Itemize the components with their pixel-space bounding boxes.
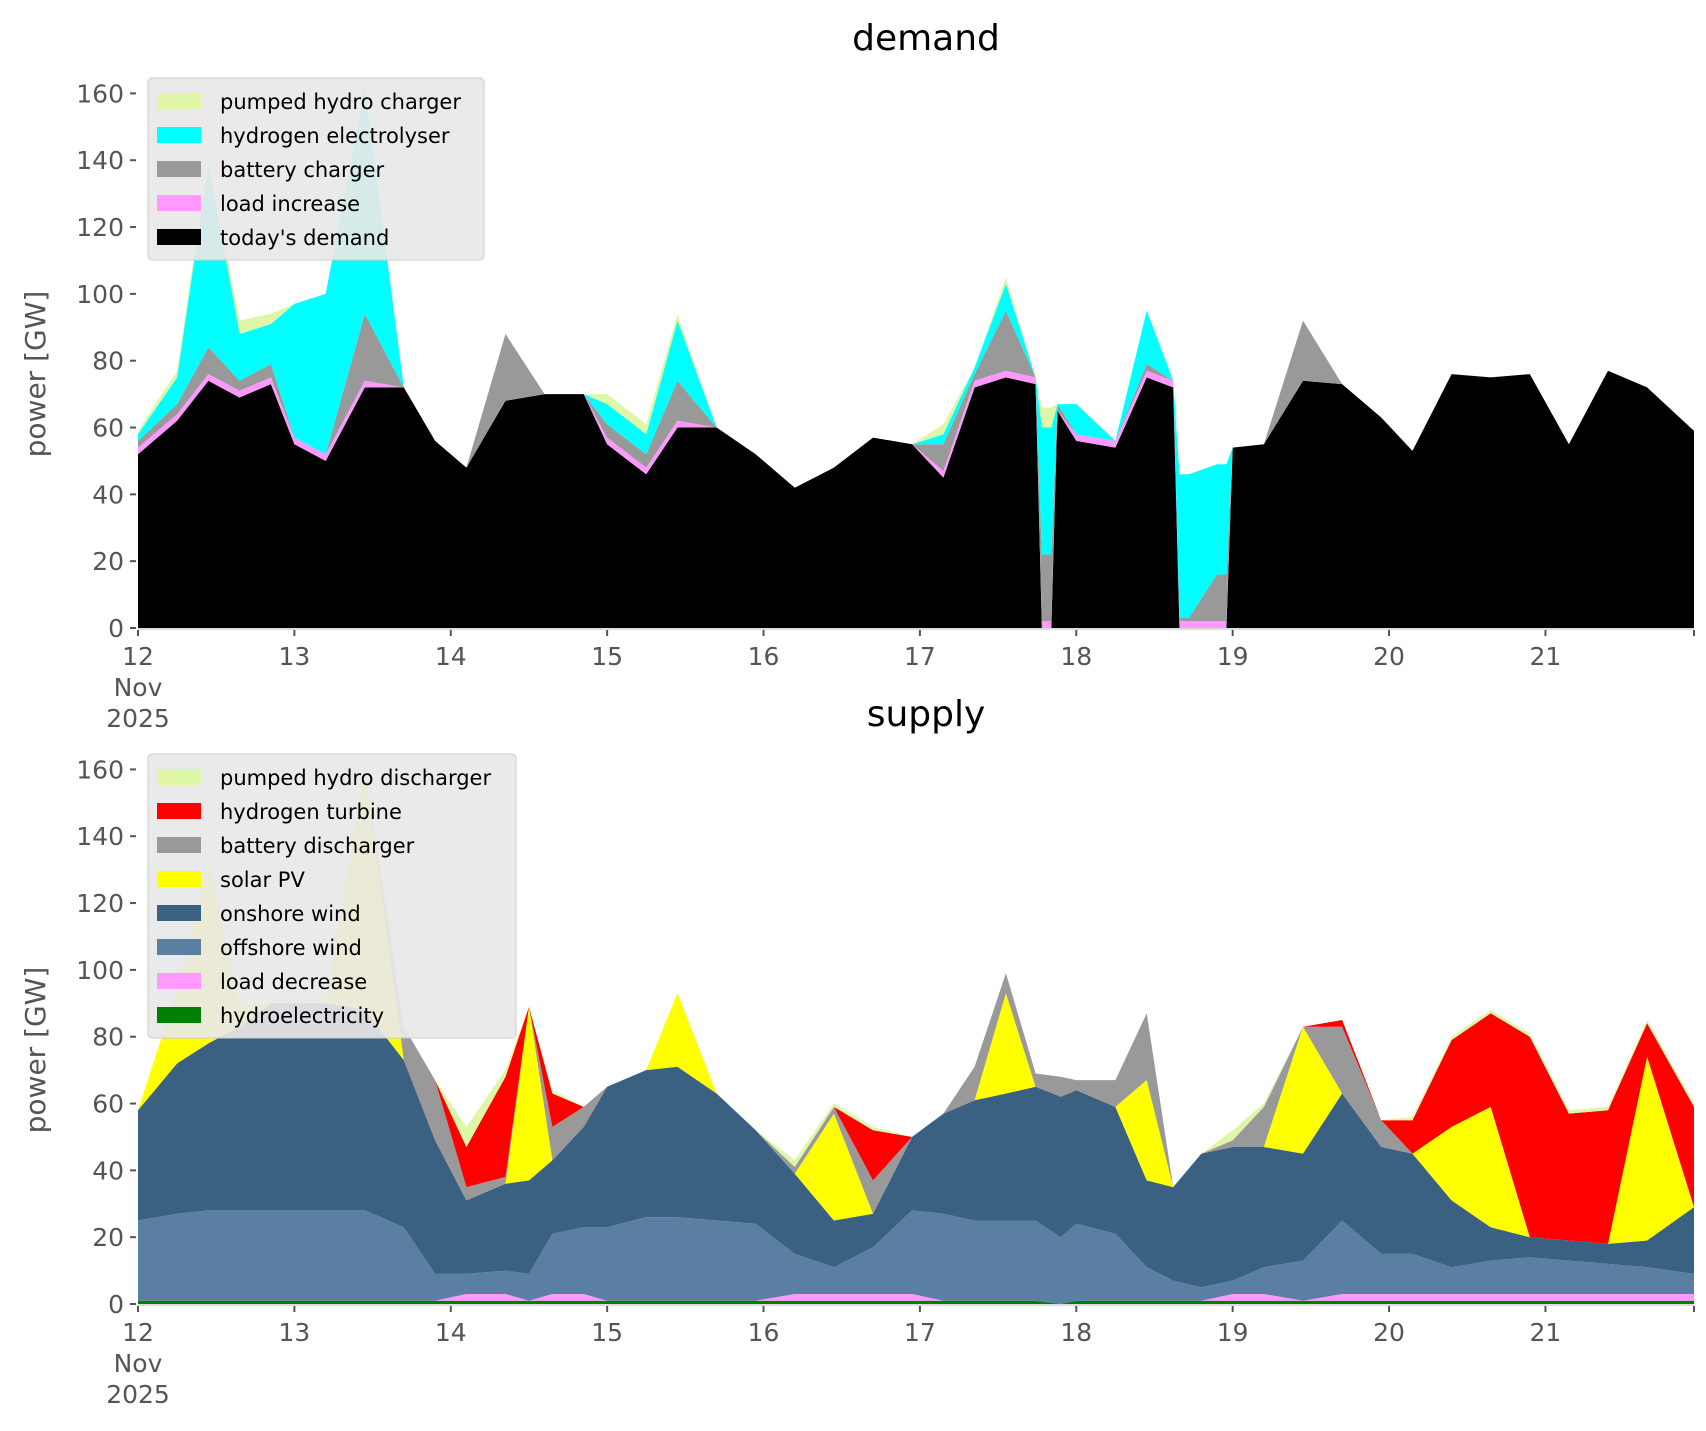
y-tick-label: 120 <box>76 889 124 918</box>
chart-title: supply <box>867 694 986 735</box>
area-offshore-wind <box>138 1210 1694 1304</box>
legend-label-load-increase: load increase <box>220 192 360 216</box>
y-tick-label: 140 <box>76 822 124 851</box>
area-solar-pv <box>138 769 1694 1244</box>
legend-label-pumped-hydro-discharger: pumped hydro discharger <box>220 766 491 790</box>
legend-swatch-pumped-hydro-charger <box>157 93 201 109</box>
legend-swatch-hydrogen-electrolyser <box>157 127 201 143</box>
y-tick-label: 160 <box>76 755 124 784</box>
chart-title: demand <box>852 18 1000 59</box>
legend-swatch-offshore-wind <box>157 939 201 955</box>
x-tick-label: 12 <box>122 642 154 671</box>
legend-swatch-load-decrease <box>157 973 201 989</box>
x-tick-label: 19 <box>1217 642 1249 671</box>
y-tick-label: 80 <box>92 347 124 376</box>
area-load-decrease <box>138 1294 1694 1304</box>
y-axis-label: power [GW] <box>19 291 52 458</box>
x-tick-label: 15 <box>591 642 623 671</box>
legend-swatch-hydroelectricity <box>157 1007 201 1023</box>
legend-label-pumped-hydro-charger: pumped hydro charger <box>220 90 461 114</box>
y-tick-label: 0 <box>108 614 124 643</box>
x-tick-label: 17 <box>904 642 936 671</box>
x-tick-label: 14 <box>435 642 467 671</box>
x-tick-label: 21 <box>1530 1318 1562 1347</box>
legend-swatch-battery-charger <box>157 161 201 177</box>
stacked-areas <box>138 86 1694 628</box>
y-tick-label: 60 <box>92 414 124 443</box>
legend-label-onshore-wind: onshore wind <box>220 902 361 926</box>
legend-label-hydrogen-electrolyser: hydrogen electrolyser <box>220 124 450 148</box>
area-hydroelectricity <box>138 1300 1694 1304</box>
x-tick-label: 16 <box>748 1318 780 1347</box>
y-tick-label: 100 <box>76 280 124 309</box>
y-tick-label: 40 <box>92 480 124 509</box>
x-tick-label: 14 <box>435 1318 467 1347</box>
x-tick-sublabel: Nov <box>114 673 163 702</box>
legend-label-battery-charger: battery charger <box>220 158 385 182</box>
y-tick-label: 20 <box>92 1223 124 1252</box>
x-tick-label: 15 <box>591 1318 623 1347</box>
legend-label-hydrogen-turbine: hydrogen turbine <box>220 800 402 824</box>
x-tick-sublabel: Nov <box>114 1349 163 1378</box>
y-tick-label: 100 <box>76 956 124 985</box>
legend-swatch-pumped-hydro-discharger <box>157 769 201 785</box>
x-tick-label: 13 <box>278 1318 310 1347</box>
x-tick-label: 13 <box>278 642 310 671</box>
x-tick-sublabel: 2025 <box>106 704 170 733</box>
legend-label-load-decrease: load decrease <box>220 970 367 994</box>
area-battery-charger <box>138 310 1694 622</box>
x-tick-label: 18 <box>1060 1318 1092 1347</box>
x-tick-sublabel: 2025 <box>106 1380 170 1409</box>
x-tick-label: 21 <box>1530 642 1562 671</box>
legend-swatch-today-s-demand <box>157 229 201 245</box>
x-tick-label: 20 <box>1373 642 1405 671</box>
y-tick-label: 160 <box>76 79 124 108</box>
legend-box <box>147 77 485 261</box>
y-tick-label: 120 <box>76 213 124 242</box>
legend-swatch-onshore-wind <box>157 905 201 921</box>
y-tick-label: 40 <box>92 1156 124 1185</box>
y-tick-label: 80 <box>92 1023 124 1052</box>
legend-label-today-s-demand: today's demand <box>220 226 389 250</box>
y-tick-label: 0 <box>108 1290 124 1319</box>
legend: pumped hydro discharger hydrogen turbine b… <box>147 753 517 1039</box>
legend-swatch-solar-pv <box>157 871 201 887</box>
area-onshore-wind <box>138 1003 1694 1288</box>
legend-swatch-hydrogen-turbine <box>157 803 201 819</box>
legend-label-battery-discharger: battery discharger <box>220 834 415 858</box>
legend-label-solar-pv: solar PV <box>220 868 305 892</box>
area-hydrogen-turbine <box>138 769 1694 1244</box>
x-tick-label: 12 <box>122 1318 154 1347</box>
legend: pumped hydro charger hydrogen electrolyse… <box>147 77 485 261</box>
legend-swatch-load-increase <box>157 195 201 211</box>
legend-label-hydroelectricity: hydroelectricity <box>220 1004 384 1028</box>
x-tick-label: 19 <box>1217 1318 1249 1347</box>
y-axis-label: power [GW] <box>19 967 52 1134</box>
area-today-s-demand <box>138 370 1694 628</box>
x-tick-label: 20 <box>1373 1318 1405 1347</box>
legend-swatch-battery-discharger <box>157 837 201 853</box>
y-tick-label: 60 <box>92 1090 124 1119</box>
legend-box <box>147 753 517 1039</box>
x-tick-label: 17 <box>904 1318 936 1347</box>
legend-label-offshore-wind: offshore wind <box>220 936 362 960</box>
y-tick-label: 20 <box>92 547 124 576</box>
x-tick-label: 18 <box>1060 642 1092 671</box>
stacked-areas <box>138 769 1694 1304</box>
y-tick-label: 140 <box>76 146 124 175</box>
x-tick-label: 16 <box>748 642 780 671</box>
